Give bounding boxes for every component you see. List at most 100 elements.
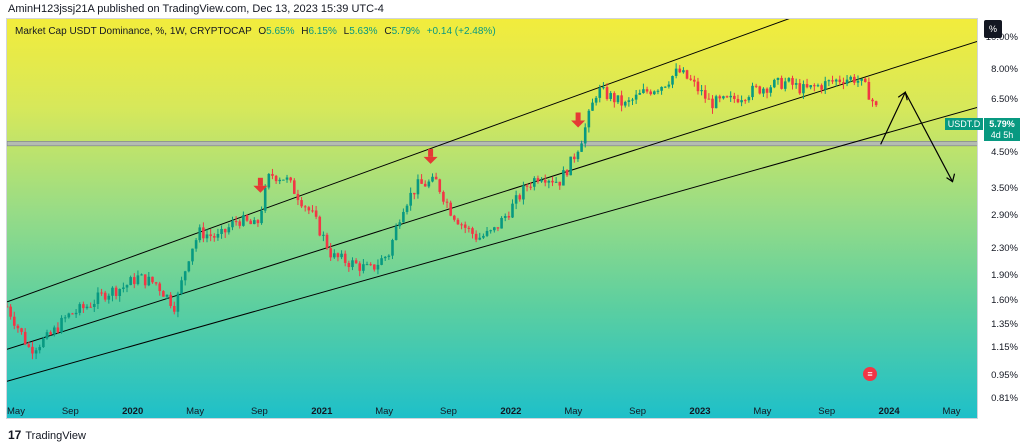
candle-body	[573, 156, 576, 160]
candle-body	[594, 97, 598, 103]
candle-body	[722, 96, 725, 99]
candle-body	[27, 344, 31, 347]
candle-body	[285, 177, 289, 180]
candle-body	[329, 248, 332, 258]
candle-body	[103, 292, 107, 300]
candle-body	[296, 193, 300, 201]
time-tick-label: May	[375, 406, 394, 417]
candle-body	[16, 325, 20, 329]
candle-body	[151, 276, 154, 283]
candle-body	[434, 176, 438, 180]
candle-body	[598, 88, 602, 98]
red-arrow-head	[253, 185, 268, 193]
time-tick-label: Sep	[629, 406, 647, 417]
candle-body	[823, 81, 827, 90]
candle-body	[758, 86, 762, 94]
candle-body	[453, 215, 456, 220]
candle-body	[754, 85, 758, 87]
candle-body	[252, 220, 256, 225]
candle-body	[405, 205, 409, 212]
candle-body	[31, 346, 34, 354]
time-tick-label: Sep	[440, 406, 457, 417]
economic-event-icon[interactable]: ≡	[863, 367, 877, 381]
candle-body	[700, 90, 703, 92]
candle-body	[300, 200, 303, 207]
price-chart-svg[interactable]	[7, 19, 978, 419]
time-axis[interactable]: May Sep 2020 May Sep 2021 May Sep 2022 May Sep 2023…	[6, 404, 978, 419]
candle-body	[227, 227, 231, 233]
candle-body	[445, 201, 449, 203]
candle-body	[674, 68, 678, 76]
candle-body	[685, 70, 689, 79]
candle-body	[387, 255, 391, 257]
candle-body	[274, 175, 278, 182]
candle-body	[533, 178, 536, 187]
time-tick-label: Sep	[250, 406, 268, 417]
candle-body	[863, 78, 867, 82]
time-tick-label: Sep	[61, 406, 79, 417]
legend-high-label: H	[301, 26, 309, 37]
candle-body	[89, 306, 92, 308]
candle-body	[485, 230, 489, 236]
candle-body	[631, 99, 634, 101]
candle-body	[118, 288, 122, 296]
projection-arrowhead-down	[946, 173, 956, 183]
candle-body	[49, 332, 52, 335]
candle-body	[260, 210, 263, 224]
candle-body	[816, 85, 820, 87]
candle-body	[565, 170, 569, 176]
candle-body	[576, 151, 580, 160]
candle-body	[242, 215, 245, 226]
candle-body	[307, 207, 311, 211]
candle-body	[522, 185, 525, 200]
candle-body	[813, 85, 816, 87]
candle-body	[111, 287, 114, 296]
candle-body	[332, 253, 336, 258]
current-price-tag: USDT.D 5.79% 4d 5h	[941, 116, 1021, 144]
candle-body	[707, 98, 711, 100]
candle-body	[365, 264, 369, 266]
price-tick-label: 2.30%	[991, 242, 1018, 254]
candle-body	[129, 277, 132, 286]
footer: 17 TradingView	[0, 422, 1024, 447]
candle-body	[216, 233, 220, 238]
candle-body	[420, 179, 423, 184]
tradingview-logo[interactable]: 17 TradingView	[8, 428, 86, 442]
candle-body	[263, 187, 267, 211]
candle-body	[322, 234, 325, 236]
candle-body	[223, 228, 227, 233]
candle-body	[122, 287, 125, 289]
candle-body	[765, 88, 769, 93]
candle-body	[209, 234, 212, 237]
candle-body	[340, 253, 343, 258]
candle-body	[653, 91, 656, 95]
chart-pane[interactable]: Market Cap USDT Dominance, %, 1W, CRYPTO…	[6, 18, 978, 419]
price-tick-label: 10.00%	[985, 32, 1018, 44]
candle-body	[551, 180, 554, 183]
symbol-title: Market Cap USDT Dominance, %, 1W, CRYPTO…	[15, 26, 252, 37]
candle-body	[867, 81, 871, 100]
candle-body	[423, 183, 427, 187]
percent-scale-button[interactable]: %	[984, 20, 1002, 38]
candle-body	[362, 264, 365, 271]
candle-body	[78, 304, 82, 313]
candle-body	[602, 87, 605, 89]
price-tick-label: 0.81%	[991, 392, 1018, 404]
channel-upper-line	[7, 19, 790, 303]
candle-body	[354, 260, 358, 264]
time-tick-label: 2023	[689, 406, 711, 417]
price-axis[interactable]: 10.00% 8.00% 6.50% 4.50% 3.50% 2.90% 2.30% 1.90…	[978, 18, 1024, 419]
time-tick-label: May	[753, 406, 772, 417]
candle-body	[100, 292, 103, 294]
candle-body	[736, 98, 740, 103]
candle-body	[158, 283, 162, 292]
candle-body	[45, 332, 49, 339]
candle-body	[682, 70, 685, 73]
candle-body	[871, 99, 874, 102]
price-tick-label: 4.50%	[991, 146, 1018, 158]
candle-body	[845, 79, 849, 84]
candle-body	[38, 347, 42, 351]
candle-body	[874, 101, 878, 106]
time-tick-label: May	[564, 406, 583, 417]
candle-body	[292, 180, 296, 194]
